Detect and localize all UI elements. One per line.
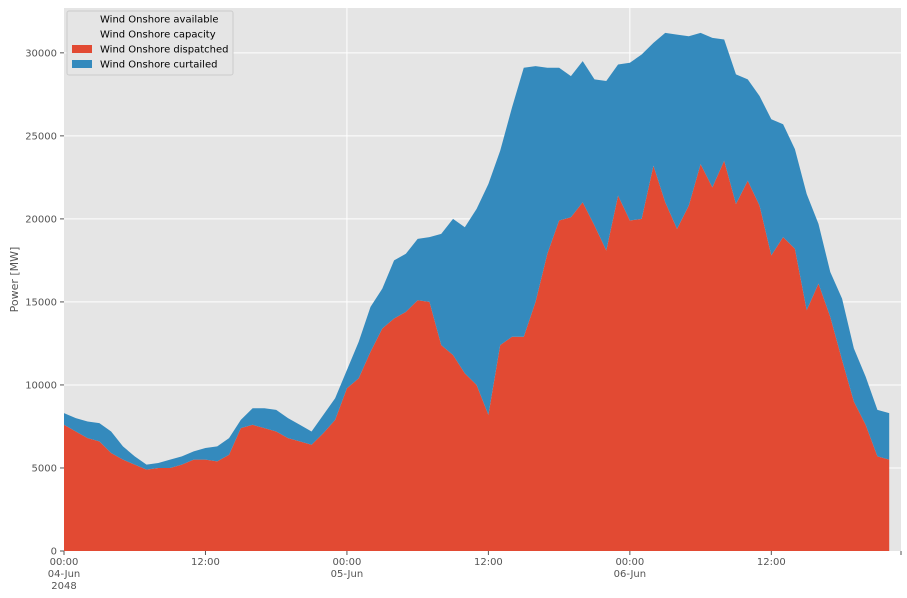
legend-label-2: Wind Onshore dispatched bbox=[100, 45, 228, 56]
y-tick-label-6: 30000 bbox=[25, 48, 57, 59]
y-tick-label-5: 25000 bbox=[25, 131, 57, 142]
x-tick-label-3: 12:00 bbox=[474, 557, 503, 568]
x-tick-label-0: 00:00 04-Jun 2048 bbox=[48, 557, 81, 592]
y-axis-title: Power [MW] bbox=[8, 247, 21, 313]
x-axis: 00:00 04-Jun 2048 12:00 00:00 05-Jun 12:00 00:0… bbox=[48, 551, 902, 592]
legend-swatch-2 bbox=[72, 45, 92, 53]
y-axis: 0 5000 10000 15000 20000 25000 30000 bbox=[25, 48, 64, 558]
area-series bbox=[64, 32, 890, 551]
legend-swatch-3 bbox=[72, 60, 92, 68]
legend-label-3: Wind Onshore curtailed bbox=[100, 60, 217, 71]
legend: Wind Onshore available Wind Onshore capac… bbox=[66, 10, 234, 76]
y-tick-label-1: 5000 bbox=[32, 463, 57, 474]
legend-label-0: Wind Onshore available bbox=[100, 15, 219, 26]
y-tick-label-0: 0 bbox=[51, 547, 57, 558]
x-tick-label-1: 12:00 bbox=[191, 557, 220, 568]
legend-label-1: Wind Onshore capacity bbox=[100, 30, 216, 41]
y-tick-label-3: 15000 bbox=[25, 297, 57, 308]
x-tick-label-5: 12:00 bbox=[757, 557, 786, 568]
x-tick-label-2: 00:00 05-Jun bbox=[331, 557, 364, 580]
area-wind-onshore-dispatched bbox=[64, 160, 890, 551]
y-tick-label-2: 10000 bbox=[25, 380, 57, 391]
area-wind-onshore-curtailed bbox=[64, 32, 890, 470]
legend-box bbox=[66, 10, 234, 76]
x-tick-label-4: 00:00 06-Jun bbox=[614, 557, 647, 580]
y-tick-label-4: 20000 bbox=[25, 214, 57, 225]
